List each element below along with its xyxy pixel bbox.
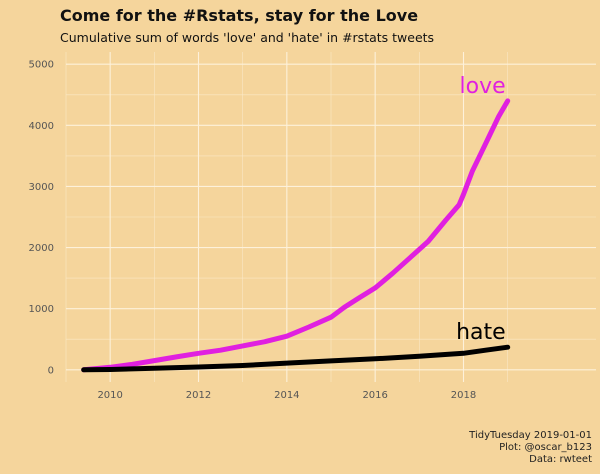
chart-caption: TidyTuesday 2019-01-01 Plot: @oscar_b123… xyxy=(469,430,592,466)
caption-line-2: Plot: @oscar_b123 xyxy=(499,442,592,453)
y-tick-label: 2000 xyxy=(29,243,54,254)
x-axis-ticks: 2010 2012 2014 2016 2018 xyxy=(97,390,476,401)
series-label-hate: hate xyxy=(456,320,506,345)
x-tick-label: 2016 xyxy=(362,390,387,401)
caption-line-3: Data: rwteet xyxy=(529,454,592,465)
series-lines xyxy=(81,98,511,373)
series-line-hate xyxy=(81,344,511,373)
y-tick-label: 3000 xyxy=(29,182,54,193)
y-tick-label: 4000 xyxy=(29,121,54,132)
series-labels: love hate xyxy=(456,74,506,345)
chart-subtitle: Cumulative sum of words 'love' and 'hate… xyxy=(60,30,435,45)
series-line-love xyxy=(81,98,511,373)
y-tick-label: 5000 xyxy=(29,60,54,71)
series-label-love: love xyxy=(460,74,506,99)
y-tick-label: 1000 xyxy=(29,304,54,315)
x-tick-label: 2010 xyxy=(97,390,122,401)
y-axis-ticks: 0 1000 2000 3000 4000 5000 xyxy=(29,60,54,377)
caption-line-1: TidyTuesday 2019-01-01 xyxy=(469,430,592,441)
x-tick-label: 2012 xyxy=(186,390,211,401)
chart-title: Come for the #Rstats, stay for the Love xyxy=(60,6,419,25)
y-tick-label: 0 xyxy=(48,365,54,376)
x-tick-label: 2018 xyxy=(451,390,476,401)
x-tick-label: 2014 xyxy=(274,390,299,401)
